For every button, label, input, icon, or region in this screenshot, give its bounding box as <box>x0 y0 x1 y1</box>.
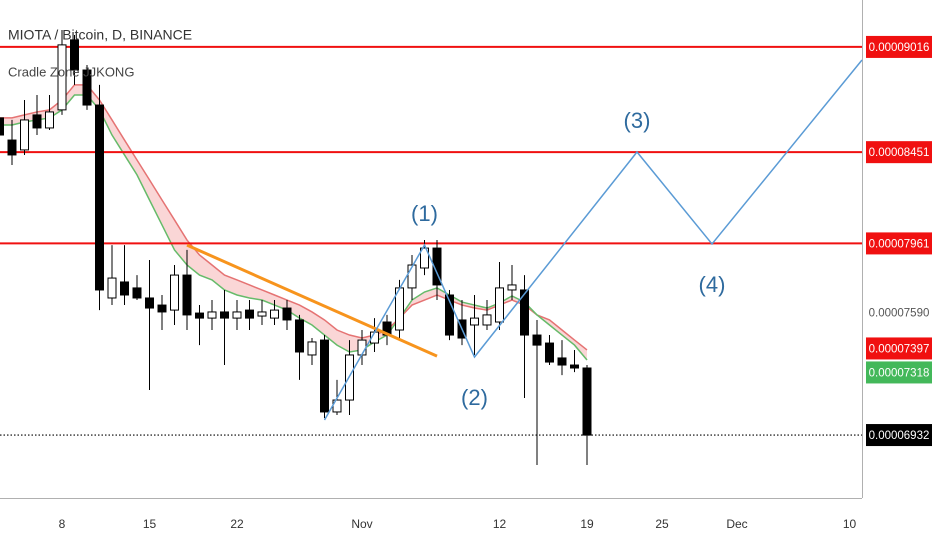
right-axis: 0.00009016 0.00008451 0.00007961 0.00007590… <box>866 35 932 447</box>
candle-body <box>57 44 67 111</box>
price-label-box <box>866 424 932 447</box>
candle-body <box>32 114 42 129</box>
x-tick-label: 8 <box>59 517 66 531</box>
candle-body <box>220 311 229 319</box>
price-label: 0.00007318 <box>869 367 930 379</box>
candle-body <box>432 247 442 286</box>
candle-body <box>420 247 429 269</box>
candle-body <box>120 281 129 296</box>
candle-body <box>307 341 317 356</box>
price-label: 0.00007590 <box>869 308 930 320</box>
x-tick-label: Nov <box>351 517 372 531</box>
ribbon-area <box>0 84 587 360</box>
candle-body <box>507 284 517 291</box>
chart-title: MIOTA / Bitcoin, D, BINANCE <box>8 27 192 43</box>
x-tick-label: 10 <box>843 517 857 531</box>
level-label: 0.00009016 <box>869 42 930 54</box>
candle-body <box>45 111 54 129</box>
candle-body <box>282 307 292 321</box>
candle-body <box>132 287 142 299</box>
x-tick-label: 25 <box>655 517 669 531</box>
candle-body <box>407 264 417 289</box>
candle-body <box>520 289 529 336</box>
candle-body <box>195 312 204 319</box>
candle-body <box>0 117 4 136</box>
level-label-box <box>866 35 932 58</box>
candle-body <box>95 104 104 291</box>
x-tick-label: 19 <box>580 517 594 531</box>
candle-body <box>545 342 554 363</box>
level-label: 0.00008451 <box>869 147 930 159</box>
plot-area: (1) (2) (3) (4) <box>0 29 863 466</box>
ribbon-upper-line <box>0 84 588 351</box>
trendline <box>186 243 438 358</box>
candle-body <box>182 274 192 316</box>
candle-body <box>7 139 17 156</box>
candle-body <box>20 119 29 151</box>
level-label: 0.00007961 <box>869 238 930 250</box>
wave-label: (4) <box>699 272 726 297</box>
candle-body <box>532 334 542 346</box>
candle-body <box>445 294 454 336</box>
candle-body <box>170 274 179 311</box>
candle-body <box>270 309 279 319</box>
price-label-box <box>866 361 932 384</box>
candle-body <box>257 311 267 317</box>
x-tick-label: 12 <box>493 517 507 531</box>
indicator-name: Cradle Zone JJKONG <box>8 64 134 79</box>
price-label-box <box>866 301 932 324</box>
candle-body <box>207 311 217 319</box>
candle-body <box>582 367 592 436</box>
wave-label: (1) <box>411 201 438 226</box>
candle-body <box>70 39 79 71</box>
level-label-box <box>866 232 932 255</box>
candle-body <box>320 339 329 413</box>
candle-body <box>157 304 167 313</box>
candle-body <box>107 277 117 299</box>
x-tick-label: 22 <box>230 517 244 531</box>
candle-body <box>470 317 479 326</box>
candle-body <box>570 364 579 369</box>
candle-body <box>482 314 492 326</box>
price-label: 0.00007397 <box>869 343 930 355</box>
x-tick-label: 15 <box>143 517 157 531</box>
candle-body <box>557 357 567 366</box>
price-label-box <box>866 337 932 360</box>
price-label: 0.00006932 <box>869 430 930 442</box>
candle-body <box>82 69 92 106</box>
candle-body <box>232 311 242 319</box>
wave-line <box>323 59 863 421</box>
candle-body <box>295 319 304 353</box>
wave-label: (2) <box>461 385 488 410</box>
candle-body <box>495 287 504 323</box>
wave-label: (3) <box>624 108 651 133</box>
x-tick-label: Dec <box>726 517 747 531</box>
level-label-box <box>866 141 932 164</box>
candle-body <box>245 309 254 319</box>
candle-body <box>357 339 367 356</box>
candle-body <box>145 297 154 309</box>
